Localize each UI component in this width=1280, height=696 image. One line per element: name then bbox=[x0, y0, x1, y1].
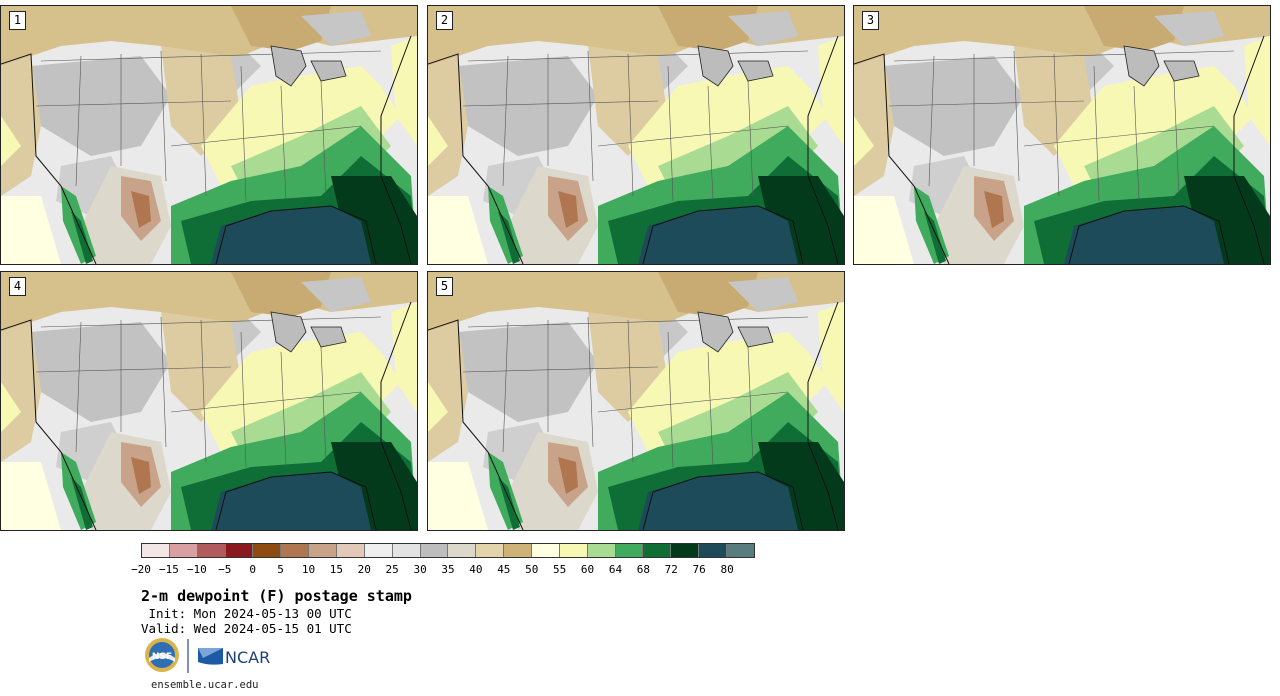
nsf-logo: NSF bbox=[145, 638, 179, 672]
colorbar-segment bbox=[281, 544, 310, 557]
colorbar-tick-label: 0 bbox=[249, 563, 256, 576]
colorbar-segment bbox=[587, 544, 616, 557]
colorbar-tick-label: 30 bbox=[413, 563, 427, 576]
panel-number: 5 bbox=[436, 277, 453, 296]
colorbar-tick-label: 76 bbox=[692, 563, 706, 576]
colorbar-tick-label: −20 bbox=[131, 563, 151, 576]
colorbar-segment bbox=[392, 544, 421, 557]
colorbar-tick-label: 60 bbox=[580, 563, 595, 576]
dewpoint-map-2 bbox=[428, 6, 844, 264]
panel-number: 4 bbox=[9, 277, 26, 296]
dewpoint-map-3 bbox=[854, 6, 1270, 264]
colorbar-segment bbox=[448, 544, 477, 557]
colorbar-tick-label: 15 bbox=[329, 563, 343, 576]
plot-title: 2-m dewpoint (F) postage stamp bbox=[141, 587, 412, 605]
colorbar-segment bbox=[169, 544, 198, 557]
dewpoint-map-1 bbox=[1, 6, 417, 264]
colorbar-tick-label: 68 bbox=[636, 563, 650, 576]
colorbar-segment bbox=[197, 544, 226, 557]
colorbar-tick-label: 40 bbox=[469, 563, 483, 576]
logos: NSF NCAR bbox=[145, 638, 270, 673]
panel-number: 2 bbox=[436, 11, 453, 30]
panel-number: 3 bbox=[862, 11, 879, 30]
init-time: Init: Mon 2024-05-13 00 UTC bbox=[141, 606, 352, 621]
map-panel-2: 2 bbox=[427, 5, 845, 265]
map-panel-5: 5 bbox=[427, 271, 845, 531]
map-panel-1: 1 bbox=[0, 5, 418, 265]
colorbar-segment bbox=[615, 544, 644, 557]
colorbar-tick-label: 25 bbox=[385, 563, 399, 576]
colorbar bbox=[141, 543, 755, 558]
map-panel-4: 4 bbox=[0, 271, 418, 531]
colorbar-segment bbox=[309, 544, 338, 557]
dewpoint-map-4 bbox=[1, 272, 417, 530]
colorbar-tick-label: −5 bbox=[218, 563, 232, 576]
colorbar-segment bbox=[420, 544, 449, 557]
colorbar-tick-label: 55 bbox=[553, 563, 567, 576]
map-panel-3: 3 bbox=[853, 5, 1271, 265]
colorbar-tick-label: 35 bbox=[441, 563, 455, 576]
colorbar-segment bbox=[699, 544, 728, 557]
ncar-logo: NCAR bbox=[198, 648, 270, 667]
colorbar-segment bbox=[142, 544, 170, 557]
colorbar-tick-label: 80 bbox=[720, 563, 734, 576]
colorbar-segment bbox=[253, 544, 282, 557]
colorbar-tick-label: 20 bbox=[357, 563, 371, 576]
colorbar-segment bbox=[476, 544, 505, 557]
colorbar-tick-label: 10 bbox=[301, 563, 316, 576]
colorbar-segment bbox=[532, 544, 560, 557]
title-block: 2-m dewpoint (F) postage stamp Init: Mon… bbox=[141, 586, 412, 636]
colorbar-tick-label: 72 bbox=[664, 563, 678, 576]
colorbar-tick-label: −10 bbox=[186, 563, 207, 576]
colorbar-segment bbox=[559, 544, 588, 557]
colorbar-tick-label: 5 bbox=[277, 563, 284, 576]
colorbar-segment bbox=[727, 544, 754, 557]
colorbar-segment bbox=[337, 544, 365, 557]
footer-url[interactable]: ensemble.ucar.edu bbox=[151, 679, 259, 691]
colorbar-ticks: −20 −15 −10 −5 0 5 10 15 20 25 30 35 40 45 50 55 60 64 68 7… bbox=[131, 563, 755, 577]
valid-time: Valid: Wed 2024-05-15 01 UTC bbox=[141, 621, 352, 636]
colorbar-segment bbox=[364, 544, 393, 557]
colorbar-segment bbox=[671, 544, 700, 557]
panel-number: 1 bbox=[9, 11, 26, 30]
colorbar-segment bbox=[225, 544, 254, 557]
dewpoint-map-5 bbox=[428, 272, 844, 530]
colorbar-tick-label: 50 bbox=[525, 563, 539, 576]
nsf-logo-text: NSF bbox=[152, 652, 172, 662]
colorbar-tick-label: −15 bbox=[158, 563, 179, 576]
colorbar-segment bbox=[504, 544, 533, 557]
ncar-logo-text: NCAR bbox=[225, 648, 270, 667]
colorbar-segment bbox=[643, 544, 672, 557]
colorbar-tick-label: 45 bbox=[497, 563, 511, 576]
colorbar-tick-label: 64 bbox=[608, 563, 623, 576]
